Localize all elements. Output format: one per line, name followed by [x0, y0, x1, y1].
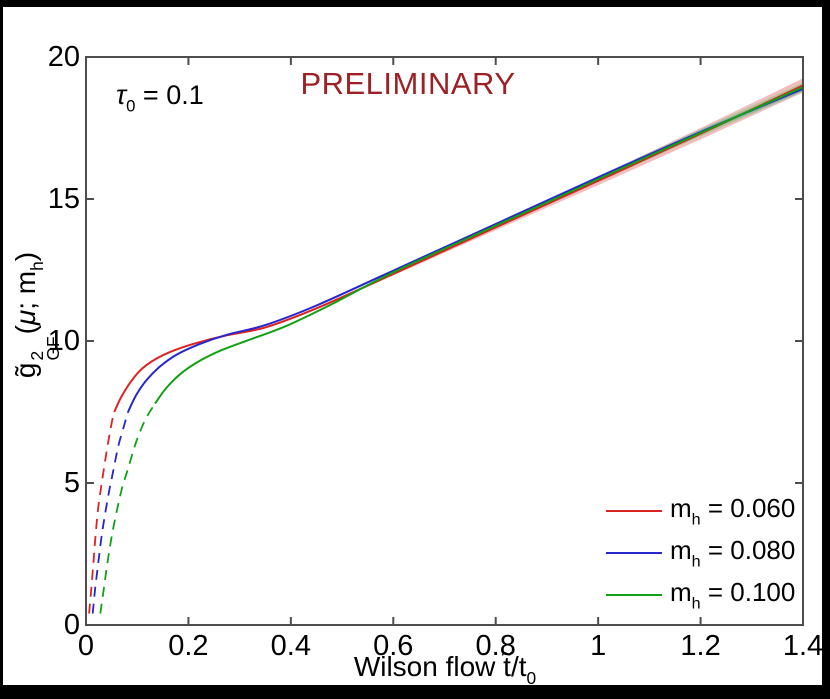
- y-tick-label: 20: [47, 41, 80, 73]
- y-axis-label-supsub: 2 GF: [27, 336, 64, 361]
- tau-value: = 0.1: [135, 80, 204, 110]
- legend-label: mh = 0.100: [670, 576, 796, 613]
- legend: mh = 0.060 mh = 0.080 mh = 0.100: [606, 490, 795, 616]
- tau-symbol: τ: [116, 80, 127, 110]
- plot-paper: [3, 7, 822, 685]
- y-tick-label: 5: [63, 467, 80, 499]
- x-tick-label: 1: [590, 630, 607, 662]
- y-axis-label: g̃ 2 GF (μ; mh): [10, 251, 64, 379]
- preliminary-watermark: PRELIMINARY: [300, 66, 516, 101]
- y-axis-label-open: (: [10, 325, 42, 335]
- x-tick-label: 0.6: [373, 630, 414, 662]
- legend-label: mh = 0.080: [670, 534, 796, 571]
- y-axis-label-sub: GF: [43, 336, 64, 361]
- legend-swatch-red: [606, 510, 662, 512]
- y-axis-label-g: g̃: [10, 362, 42, 379]
- x-tick-label: 0.8: [475, 630, 516, 662]
- y-tick-label: 10: [47, 325, 80, 357]
- x-axis-label: Wilson flow t̃/t0: [320, 651, 570, 689]
- x-axis-label-text: Wilson flow t̃/t: [353, 651, 527, 682]
- series-solid-0: [113, 84, 804, 413]
- series-solid-2: [154, 86, 804, 405]
- y-tick-label: 15: [47, 183, 80, 215]
- x-tick-label: 0.4: [270, 630, 311, 662]
- x-tick-label: 0: [77, 630, 95, 662]
- tau-subscript: 0: [126, 96, 136, 116]
- legend-swatch-green: [606, 594, 662, 596]
- x-tick-label: 1.4: [782, 630, 824, 662]
- tau0-annotation: τ0 = 0.1: [116, 80, 204, 117]
- x-axis-label-subscript: 0: [526, 667, 537, 688]
- series-dashed-1: [91, 411, 129, 614]
- x-tick-label: 1.2: [680, 630, 721, 662]
- y-axis-label-mu: μ: [10, 309, 42, 326]
- legend-swatch-blue: [606, 552, 662, 554]
- y-axis-label-msub: h: [26, 261, 47, 271]
- legend-label: mh = 0.060: [670, 492, 796, 529]
- series-dashed-2: [99, 403, 156, 614]
- x-tick-label: 0.2: [168, 630, 209, 662]
- y-tick-label: 0: [63, 609, 80, 641]
- legend-item-mh-0060: mh = 0.060: [606, 490, 795, 532]
- y-axis-label-mid: ; m: [10, 270, 42, 310]
- series-solid-1: [127, 87, 804, 413]
- legend-item-mh-0080: mh = 0.080: [606, 532, 795, 574]
- y-axis-label-close: ): [10, 251, 42, 262]
- series-dashed-0: [88, 411, 116, 614]
- legend-item-mh-0100: mh = 0.100: [606, 574, 795, 616]
